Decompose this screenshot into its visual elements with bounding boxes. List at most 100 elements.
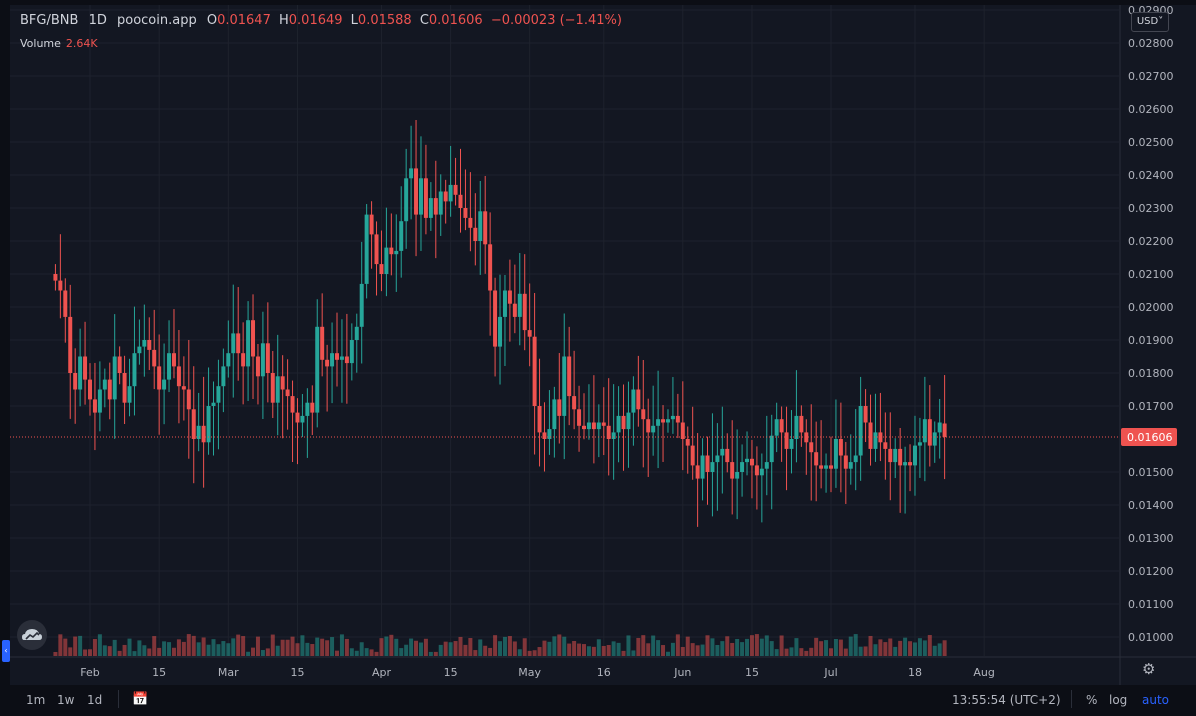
- candle-body[interactable]: [428, 198, 433, 218]
- candle-body[interactable]: [280, 376, 285, 390]
- candle-body[interactable]: [611, 432, 616, 439]
- candle-body[interactable]: [942, 423, 947, 438]
- candle-body[interactable]: [463, 208, 468, 218]
- candle-body[interactable]: [735, 472, 740, 479]
- candle-body[interactable]: [196, 425, 201, 439]
- candle-body[interactable]: [325, 359, 330, 367]
- candle-body[interactable]: [206, 406, 211, 443]
- candle-body[interactable]: [670, 415, 675, 420]
- date-range-icon[interactable]: 📅: [132, 692, 149, 707]
- candle-body[interactable]: [68, 316, 73, 373]
- candle-body[interactable]: [83, 356, 88, 380]
- candle-body[interactable]: [468, 217, 473, 228]
- candle-body[interactable]: [779, 419, 784, 433]
- candle-body[interactable]: [418, 178, 423, 215]
- candle-body[interactable]: [527, 330, 532, 337]
- candle-body[interactable]: [354, 326, 359, 340]
- candle-body[interactable]: [127, 386, 132, 403]
- timeframe-1d[interactable]: 1d: [87, 693, 103, 707]
- candle-body[interactable]: [443, 191, 448, 202]
- candle-body[interactable]: [883, 442, 888, 449]
- candle-body[interactable]: [517, 293, 522, 317]
- candle-body[interactable]: [305, 402, 310, 416]
- candle-body[interactable]: [557, 399, 562, 416]
- candle-body[interactable]: [764, 462, 769, 469]
- candle-body[interactable]: [453, 184, 458, 195]
- candle-body[interactable]: [438, 191, 443, 215]
- clock-readout[interactable]: 13:55:54 (UTC+2): [952, 693, 1061, 707]
- candle-body[interactable]: [863, 406, 868, 423]
- candle-body[interactable]: [646, 419, 651, 433]
- candle-body[interactable]: [414, 168, 419, 215]
- candle-body[interactable]: [774, 419, 779, 436]
- candle-body[interactable]: [374, 234, 379, 265]
- candle-body[interactable]: [265, 343, 270, 373]
- candle-body[interactable]: [616, 415, 621, 433]
- candle-body[interactable]: [843, 455, 848, 469]
- gear-icon[interactable]: ⚙: [1142, 660, 1156, 678]
- candle-body[interactable]: [651, 425, 656, 433]
- candle-body[interactable]: [819, 465, 824, 469]
- candle-body[interactable]: [433, 198, 438, 215]
- candle-body[interactable]: [246, 320, 251, 367]
- candle-body[interactable]: [700, 455, 705, 479]
- candle-body[interactable]: [310, 402, 315, 413]
- candle-body[interactable]: [932, 432, 937, 446]
- candle-body[interactable]: [542, 432, 547, 439]
- candle-body[interactable]: [532, 336, 537, 406]
- candle-body[interactable]: [389, 247, 394, 255]
- candle-body[interactable]: [112, 356, 117, 400]
- candle-body[interactable]: [809, 442, 814, 453]
- candle-body[interactable]: [498, 316, 503, 347]
- candle-body[interactable]: [705, 455, 710, 473]
- candle-body[interactable]: [201, 425, 206, 443]
- candle-body[interactable]: [211, 402, 216, 406]
- candle-body[interactable]: [680, 422, 685, 440]
- candle-body[interactable]: [675, 415, 680, 423]
- candle-body[interactable]: [488, 244, 493, 291]
- candle-body[interactable]: [596, 422, 601, 430]
- candle-body[interactable]: [621, 415, 626, 430]
- candle-body[interactable]: [789, 439, 794, 449]
- candle-body[interactable]: [493, 290, 498, 347]
- candle-body[interactable]: [335, 353, 339, 360]
- candle-body[interactable]: [749, 458, 754, 466]
- scroll-handle[interactable]: ‹: [2, 640, 10, 662]
- candle-body[interactable]: [122, 373, 127, 403]
- time-axis[interactable]: [10, 657, 1196, 685]
- candle-body[interactable]: [715, 455, 720, 463]
- candle-body[interactable]: [888, 448, 893, 463]
- candle-body[interactable]: [167, 353, 172, 380]
- candle-body[interactable]: [838, 439, 843, 456]
- candle-body[interactable]: [745, 458, 750, 463]
- candle-body[interactable]: [290, 396, 295, 413]
- candle-body[interactable]: [73, 373, 78, 390]
- candle-body[interactable]: [295, 412, 300, 423]
- candle-body[interactable]: [344, 356, 349, 364]
- candle-body[interactable]: [586, 422, 591, 430]
- candle-body[interactable]: [364, 214, 369, 284]
- candle-body[interactable]: [102, 379, 107, 390]
- candle-body[interactable]: [171, 353, 176, 367]
- candle-body[interactable]: [458, 194, 463, 208]
- candle-body[interactable]: [132, 353, 137, 387]
- candle-body[interactable]: [399, 221, 404, 251]
- candle-body[interactable]: [241, 353, 246, 367]
- candle-body[interactable]: [893, 448, 898, 463]
- candle-body[interactable]: [359, 283, 364, 327]
- candle-body[interactable]: [720, 448, 725, 456]
- candle-body[interactable]: [690, 445, 695, 466]
- candle-body[interactable]: [191, 409, 196, 439]
- candle-body[interactable]: [631, 389, 636, 413]
- candle-body[interactable]: [285, 389, 290, 397]
- candle-body[interactable]: [216, 386, 221, 403]
- candle-body[interactable]: [92, 399, 97, 413]
- candle-body[interactable]: [799, 415, 804, 433]
- candle-body[interactable]: [873, 432, 878, 449]
- candle-body[interactable]: [404, 178, 409, 222]
- candle-body[interactable]: [685, 439, 690, 446]
- candle-body[interactable]: [912, 445, 917, 466]
- interval-label[interactable]: 1D: [88, 13, 107, 28]
- candle-body[interactable]: [858, 406, 863, 456]
- candle-body[interactable]: [315, 326, 320, 413]
